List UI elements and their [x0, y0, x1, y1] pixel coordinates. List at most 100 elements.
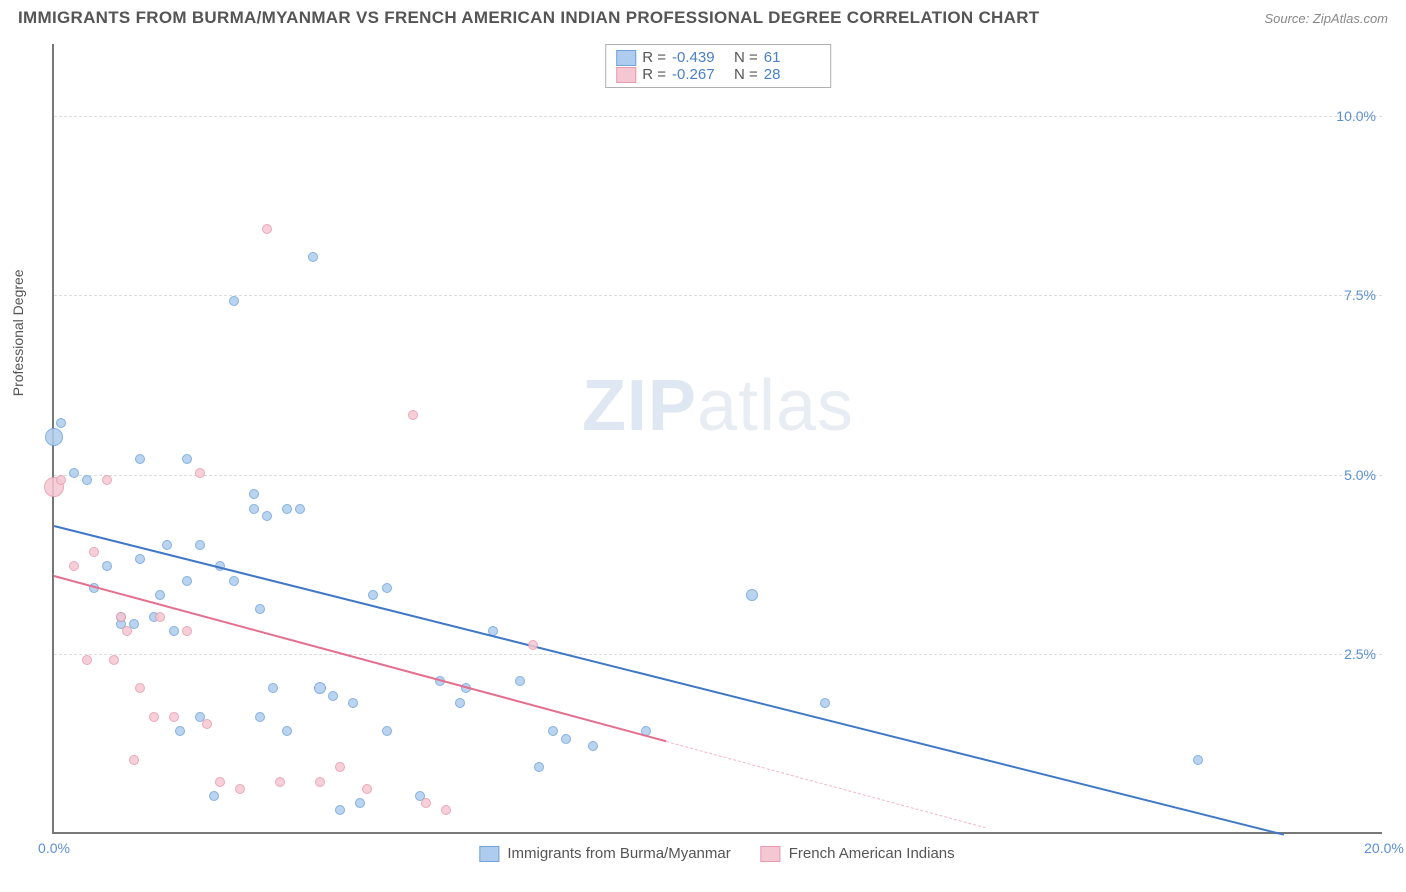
data-point — [149, 712, 159, 722]
data-point — [182, 454, 192, 464]
legend-item: French American Indians — [761, 845, 955, 862]
legend-stat-row: R = -0.439 N = 61 — [616, 49, 820, 66]
data-point — [82, 475, 92, 485]
data-point — [295, 504, 305, 514]
y-tick-label: 2.5% — [1344, 646, 1376, 662]
data-point — [202, 719, 212, 729]
data-point — [229, 296, 239, 306]
data-point — [515, 676, 525, 686]
data-point — [169, 626, 179, 636]
data-point — [441, 805, 451, 815]
grid-line — [54, 475, 1382, 476]
data-point — [102, 561, 112, 571]
data-point — [548, 726, 558, 736]
data-point — [335, 805, 345, 815]
data-point — [169, 712, 179, 722]
watermark: ZIPatlas — [582, 365, 854, 447]
chart-title: IMMIGRANTS FROM BURMA/MYANMAR VS FRENCH … — [18, 8, 1039, 28]
data-point — [820, 698, 830, 708]
data-point — [382, 583, 392, 593]
plot-region: ZIPatlas R = -0.439 N = 61 R = -0.267 N = 2… — [52, 44, 1382, 834]
data-point — [255, 604, 265, 614]
data-point — [69, 561, 79, 571]
data-point — [195, 468, 205, 478]
grid-line — [54, 654, 1382, 655]
data-point — [116, 612, 126, 622]
y-tick-label: 5.0% — [1344, 467, 1376, 483]
stat-r-label: R = — [642, 49, 666, 66]
data-point — [195, 540, 205, 550]
data-point — [89, 547, 99, 557]
data-point — [135, 683, 145, 693]
stat-r-label: R = — [642, 66, 666, 83]
data-point — [109, 655, 119, 665]
data-point — [282, 726, 292, 736]
data-point — [421, 798, 431, 808]
stat-n-value: 28 — [764, 66, 820, 83]
data-point — [56, 418, 66, 428]
legend-swatch — [761, 846, 781, 862]
data-point — [135, 554, 145, 564]
data-point — [45, 428, 63, 446]
legend-item: Immigrants from Burma/Myanmar — [479, 845, 730, 862]
trend-line — [54, 575, 666, 742]
data-point — [102, 475, 112, 485]
legend-label: Immigrants from Burma/Myanmar — [507, 845, 730, 862]
data-point — [155, 590, 165, 600]
x-tick-label: 0.0% — [38, 840, 70, 856]
data-point — [209, 791, 219, 801]
data-point — [588, 741, 598, 751]
data-point — [561, 734, 571, 744]
data-point — [408, 410, 418, 420]
source-label: Source: ZipAtlas.com — [1264, 11, 1388, 26]
y-tick-label: 7.5% — [1344, 287, 1376, 303]
y-tick-label: 10.0% — [1336, 108, 1376, 124]
stat-n-label: N = — [734, 66, 758, 83]
data-point — [262, 224, 272, 234]
legend-stat-row: R = -0.267 N = 28 — [616, 66, 820, 83]
trend-line-extrapolated — [666, 741, 985, 828]
data-point — [155, 612, 165, 622]
data-point — [368, 590, 378, 600]
data-point — [255, 712, 265, 722]
data-point — [182, 576, 192, 586]
legend-swatch — [616, 50, 636, 66]
data-point — [262, 511, 272, 521]
data-point — [69, 468, 79, 478]
data-point — [314, 682, 326, 694]
data-point — [282, 504, 292, 514]
data-point — [315, 777, 325, 787]
stat-n-label: N = — [734, 49, 758, 66]
legend-swatch — [479, 846, 499, 862]
grid-line — [54, 116, 1382, 117]
data-point — [275, 777, 285, 787]
data-point — [135, 454, 145, 464]
data-point — [362, 784, 372, 794]
data-point — [268, 683, 278, 693]
data-point — [249, 489, 259, 499]
data-point — [162, 540, 172, 550]
y-axis-title: Professional Degree — [10, 269, 26, 396]
stat-r-value: -0.267 — [672, 66, 728, 83]
x-tick-label: 20.0% — [1364, 840, 1404, 856]
stat-r-value: -0.439 — [672, 49, 728, 66]
data-point — [328, 691, 338, 701]
data-point — [82, 655, 92, 665]
legend-stats: R = -0.439 N = 61 R = -0.267 N = 28 — [605, 44, 831, 88]
data-point — [122, 626, 132, 636]
legend-label: French American Indians — [789, 845, 955, 862]
data-point — [308, 252, 318, 262]
grid-line — [54, 295, 1382, 296]
data-point — [215, 777, 225, 787]
data-point — [528, 640, 538, 650]
data-point — [1193, 755, 1203, 765]
legend-bottom: Immigrants from Burma/Myanmar French Amer… — [479, 845, 954, 862]
data-point — [355, 798, 365, 808]
data-point — [335, 762, 345, 772]
chart-area: Professional Degree ZIPatlas R = -0.439N… — [52, 44, 1382, 834]
legend-swatch — [616, 67, 636, 83]
data-point — [534, 762, 544, 772]
stat-n-value: 61 — [764, 49, 820, 66]
data-point — [175, 726, 185, 736]
data-point — [182, 626, 192, 636]
